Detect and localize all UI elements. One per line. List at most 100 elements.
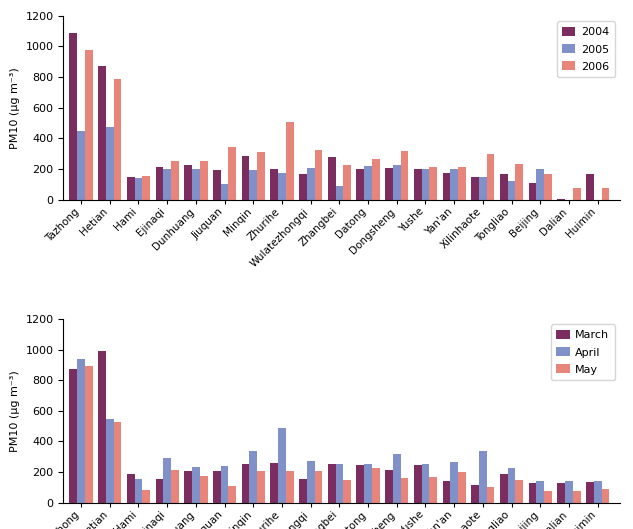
Y-axis label: PM10 (μg m⁻³): PM10 (μg m⁻³) (10, 370, 20, 452)
Bar (127, 177, 135, 199)
Bar (385, 168, 393, 199)
Bar (114, 79, 122, 199)
Bar (270, 463, 278, 503)
Bar (414, 169, 422, 199)
Bar (184, 165, 192, 199)
Bar (249, 451, 257, 503)
Bar (335, 464, 343, 503)
Bar (343, 480, 351, 503)
Bar (601, 188, 610, 199)
Bar (299, 479, 307, 503)
Bar (479, 177, 487, 199)
Bar (515, 480, 523, 503)
Bar (364, 166, 372, 199)
Bar (278, 427, 286, 503)
Bar (335, 186, 343, 199)
Bar (98, 66, 106, 199)
Bar (127, 474, 135, 503)
Bar (242, 464, 249, 503)
Bar (536, 169, 544, 199)
Bar (594, 481, 601, 503)
Bar (586, 482, 594, 503)
Bar (536, 481, 544, 503)
Bar (278, 173, 286, 199)
Bar (213, 170, 221, 199)
Bar (229, 147, 236, 199)
Bar (70, 369, 77, 503)
Bar (372, 159, 380, 199)
Bar (401, 151, 408, 199)
Bar (192, 169, 200, 199)
Bar (414, 465, 422, 503)
Bar (565, 481, 573, 503)
Bar (328, 158, 335, 199)
Bar (356, 465, 364, 503)
Bar (163, 458, 171, 503)
Bar (557, 482, 565, 503)
Bar (429, 167, 437, 199)
Bar (422, 169, 429, 199)
Bar (85, 366, 92, 503)
Bar (442, 481, 450, 503)
Bar (200, 476, 208, 503)
Bar (450, 462, 458, 503)
Bar (156, 167, 163, 199)
Bar (343, 165, 351, 199)
Bar (307, 461, 315, 503)
Bar (106, 127, 114, 199)
Bar (500, 474, 508, 503)
Bar (163, 169, 171, 199)
Bar (364, 464, 372, 503)
Bar (429, 477, 437, 503)
Bar (77, 359, 85, 503)
Bar (529, 184, 536, 199)
Bar (315, 471, 322, 503)
Bar (135, 479, 142, 503)
Bar (221, 466, 229, 503)
Bar (601, 489, 610, 503)
Bar (200, 161, 208, 199)
Bar (114, 422, 122, 503)
Bar (142, 489, 150, 503)
Bar (242, 156, 249, 199)
Bar (385, 470, 393, 503)
Bar (471, 485, 479, 503)
Bar (450, 169, 458, 199)
Bar (77, 131, 85, 199)
Legend: 2004, 2005, 2006: 2004, 2005, 2006 (556, 22, 615, 77)
Bar (307, 168, 315, 199)
Bar (458, 472, 466, 503)
Bar (286, 122, 294, 199)
Legend: March, April, May: March, April, May (551, 324, 615, 380)
Bar (98, 351, 106, 503)
Bar (221, 184, 229, 199)
Bar (171, 161, 179, 199)
Bar (299, 174, 307, 199)
Bar (184, 471, 192, 503)
Bar (479, 451, 487, 503)
Bar (229, 486, 236, 503)
Bar (544, 174, 552, 199)
Bar (487, 154, 494, 199)
Bar (573, 188, 580, 199)
Bar (171, 470, 179, 503)
Bar (401, 478, 408, 503)
Bar (286, 471, 294, 503)
Bar (573, 491, 580, 503)
Bar (356, 169, 364, 199)
Bar (213, 471, 221, 503)
Bar (156, 479, 163, 503)
Bar (487, 487, 494, 503)
Bar (508, 468, 515, 503)
Bar (372, 468, 380, 503)
Bar (135, 178, 142, 199)
Bar (270, 169, 278, 199)
Bar (471, 177, 479, 199)
Bar (315, 150, 322, 199)
Bar (257, 152, 265, 199)
Bar (458, 167, 466, 199)
Bar (544, 491, 552, 503)
Bar (529, 482, 536, 503)
Bar (192, 467, 200, 503)
Bar (393, 165, 401, 199)
